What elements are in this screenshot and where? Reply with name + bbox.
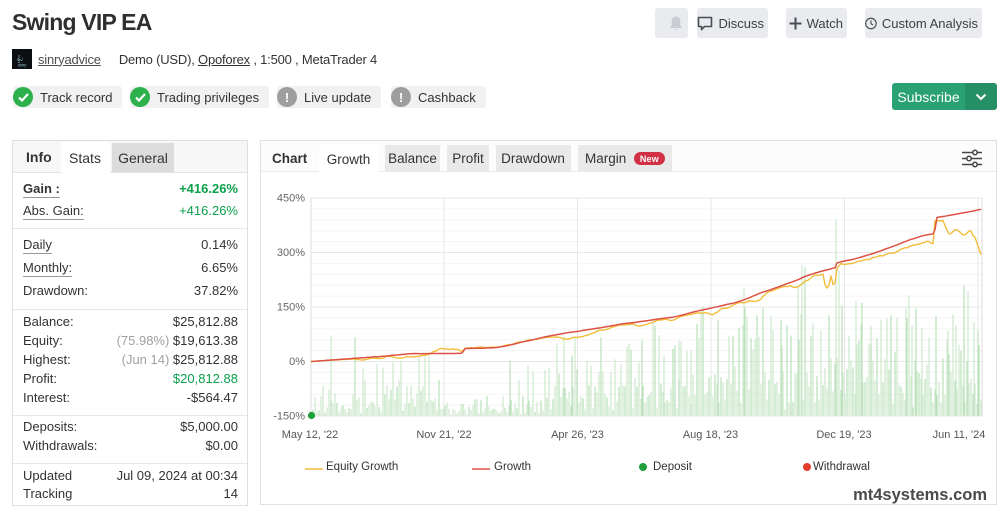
svg-text:𝄞♩: 𝄞♩: [17, 54, 28, 64]
svg-text:Nov 21, '22: Nov 21, '22: [416, 429, 471, 441]
svg-text:May 12, '22: May 12, '22: [282, 429, 339, 441]
svg-text:-150%: -150%: [273, 411, 305, 423]
svg-text:Aug 18, '23: Aug 18, '23: [683, 429, 738, 441]
svg-text:150%: 150%: [277, 302, 305, 314]
svg-text:Apr 26, '23: Apr 26, '23: [551, 429, 604, 441]
svg-text:0%: 0%: [289, 356, 305, 368]
svg-text:Dec 19, '23: Dec 19, '23: [816, 429, 871, 441]
svg-text:sinry: sinry: [18, 63, 27, 68]
svg-text:300%: 300%: [277, 247, 305, 259]
svg-text:450%: 450%: [277, 193, 305, 205]
svg-text:Jun 11, '24: Jun 11, '24: [933, 429, 986, 441]
